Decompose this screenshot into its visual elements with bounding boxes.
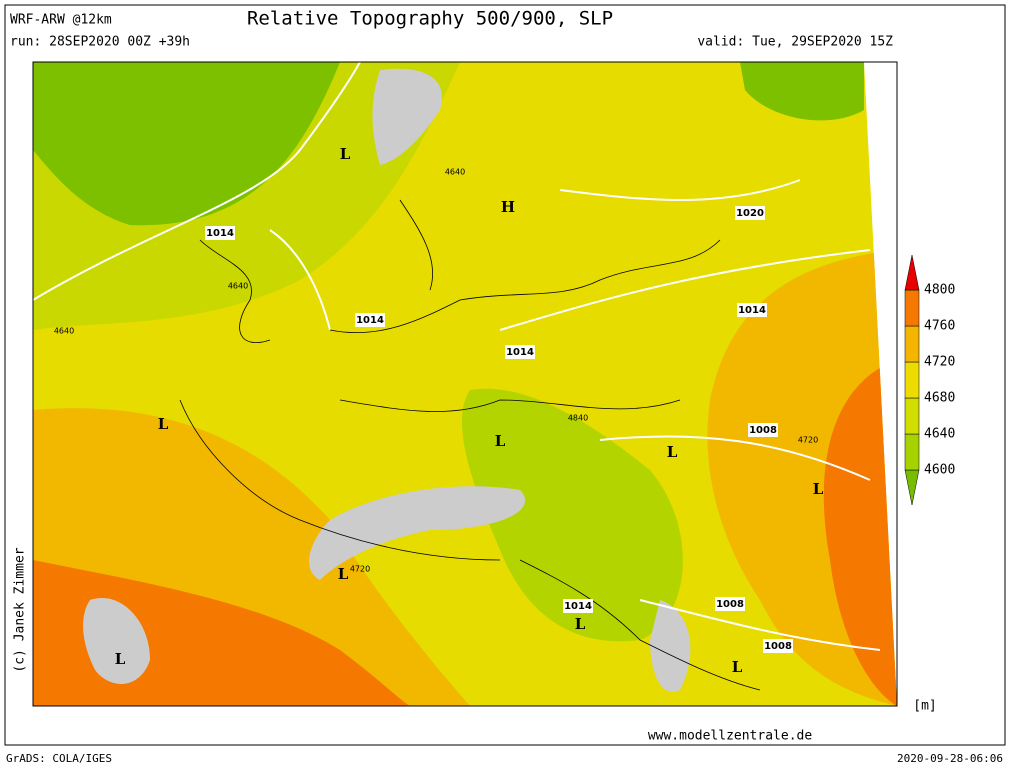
- colorbar-band: [904, 289, 920, 327]
- isobar-label: 1014: [738, 305, 766, 316]
- run-label: run: 28SEP2020 00Z +39h: [10, 35, 190, 50]
- height-label: 4720: [798, 436, 818, 445]
- pressure-center: L: [575, 615, 586, 633]
- balkan-mask: [650, 600, 691, 692]
- source-url: www.modellzentrale.de: [648, 729, 813, 744]
- colorbar-low-arrow: [904, 469, 920, 506]
- copyright: (c) Janek Zimmer: [13, 547, 28, 672]
- iberia-mask: [83, 598, 150, 684]
- isobar-label: 1020: [736, 208, 764, 219]
- pressure-center: L: [813, 480, 824, 498]
- isobar-label-bg: [737, 303, 767, 317]
- isobar-label: 1008: [764, 641, 792, 652]
- colorbar-label: 4680: [924, 391, 955, 406]
- pressure-center: L: [732, 658, 743, 676]
- isobar-label-bg: [563, 599, 593, 613]
- alps-mask: [309, 486, 526, 580]
- height-label: 4840: [568, 414, 588, 423]
- colorbar-label: 4640: [924, 427, 955, 442]
- height-label: 4640: [228, 282, 248, 291]
- field-dark-orange-e: [823, 360, 897, 706]
- map-title: Relative Topography 500/900, SLP: [247, 8, 613, 30]
- isobar-label: 1014: [506, 347, 534, 358]
- pressure-center: L: [340, 145, 351, 163]
- isobar-label-bg: [763, 639, 793, 653]
- colorbar-label: 4800: [924, 283, 955, 298]
- pressure-center: L: [338, 565, 349, 583]
- model-label: WRF-ARW @12km: [10, 13, 112, 28]
- isobar-label-bg: [748, 423, 778, 437]
- colorbar: 4600 4640 4680 4720 4760 4800: [904, 254, 955, 506]
- pressure-center: L: [158, 415, 169, 433]
- height-label: 4640: [54, 327, 74, 336]
- colorbar-band: [904, 325, 920, 363]
- colorbar-band: [904, 361, 920, 399]
- colorbar-label: 4760: [924, 319, 955, 334]
- isobar-label-bg: [205, 226, 235, 240]
- field-green-ne: [740, 62, 864, 121]
- pressure-center: H: [501, 198, 515, 216]
- isobar-label-bg: [715, 597, 745, 611]
- isobars: [33, 62, 881, 651]
- pressure-center: L: [667, 443, 678, 461]
- colorbar-band: [904, 397, 920, 435]
- isobar-label: 1014: [206, 228, 234, 239]
- borders: [179, 199, 761, 691]
- field-green-nw: [33, 62, 340, 226]
- colorbar-label: 4720: [924, 355, 955, 370]
- isobar-label-bg: [735, 206, 765, 220]
- colorbar-band: [904, 433, 920, 471]
- unit-label: [m]: [913, 699, 936, 714]
- outer-frame: [4, 4, 1006, 746]
- pressure-center: L: [115, 650, 126, 668]
- software-label: GrADS: COLA/IGES: [6, 752, 112, 765]
- map-labels: L H 1014 1020 1014 1014 1014 L L 1008 L L L 1014 L 1008…: [54, 145, 824, 676]
- height-label: 4640: [445, 168, 465, 177]
- isobar-label: 1014: [356, 315, 384, 326]
- map-field: [33, 62, 897, 706]
- isobar-label-bg: [355, 313, 385, 327]
- isobar-label: 1008: [716, 599, 744, 610]
- valid-label: valid: Tue, 29SEP2020 15Z: [697, 35, 893, 50]
- map-frame: [32, 61, 898, 707]
- scandinavia-mask: [372, 68, 442, 165]
- isobar-label: 1008: [749, 425, 777, 436]
- field-green-center: [461, 388, 683, 642]
- pressure-center: L: [495, 432, 506, 450]
- isobar-label-bg: [505, 345, 535, 359]
- colorbar-label: 4600: [924, 463, 955, 478]
- colorbar-high-arrow: [904, 254, 920, 291]
- isobar-label: 1014: [564, 601, 592, 612]
- timestamp: 2020-09-28-06:06: [897, 752, 1003, 765]
- height-label: 4720: [350, 565, 370, 574]
